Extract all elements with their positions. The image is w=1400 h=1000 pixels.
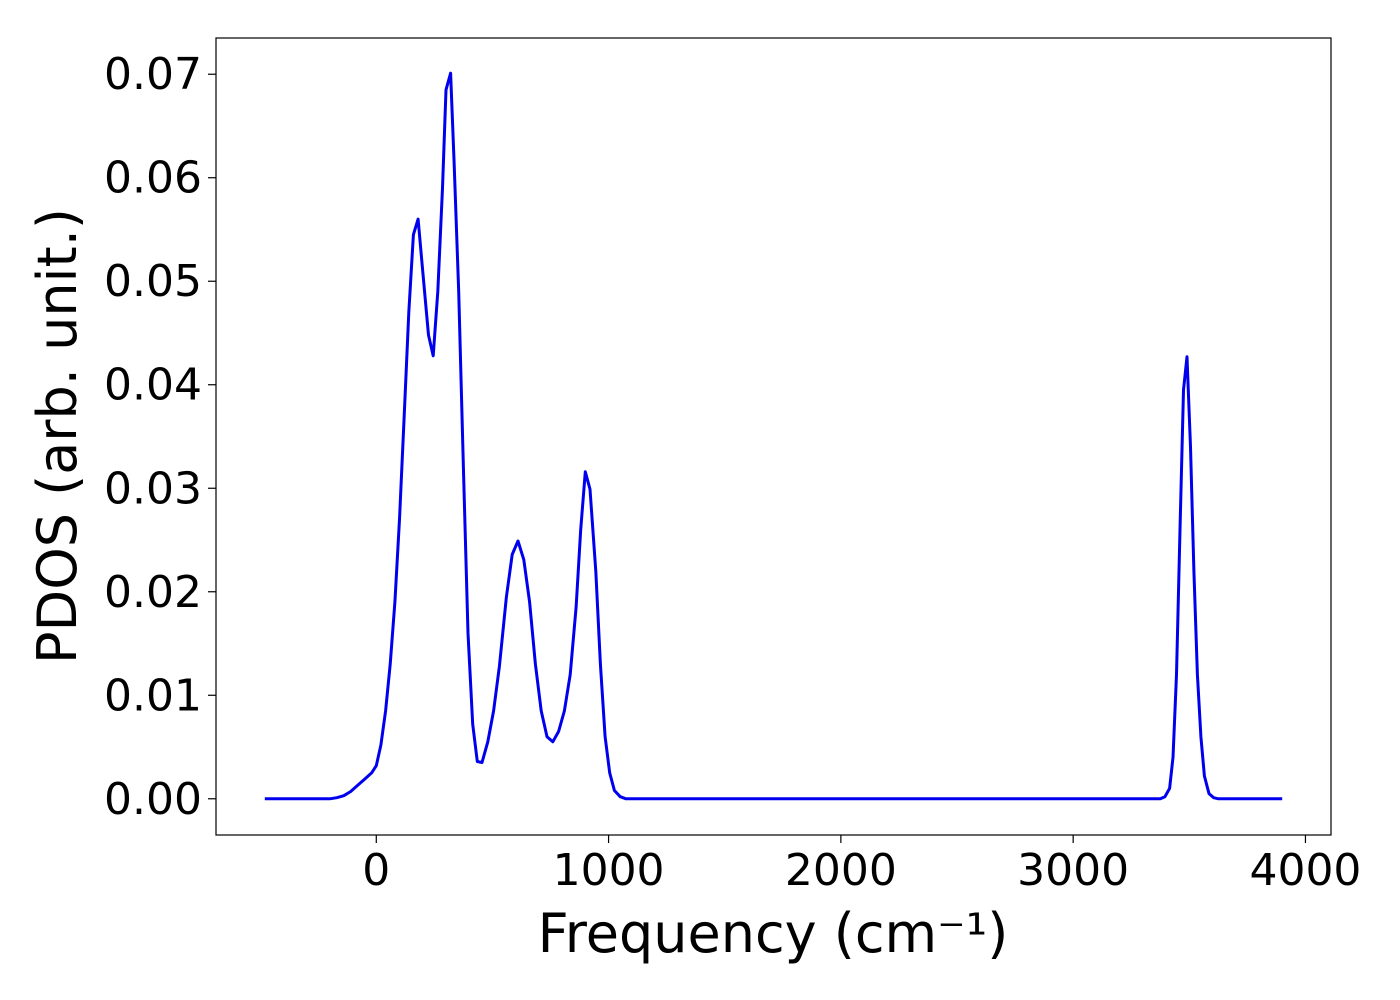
series-line-0 — [264, 71, 1283, 801]
x-axis-label: Frequency (cm⁻¹) — [538, 902, 1009, 965]
x-tick-label: 3000 — [1017, 845, 1129, 896]
y-tick-label: 0.04 — [104, 360, 202, 411]
x-tick-label: 0 — [362, 845, 390, 896]
x-tick-label: 1000 — [553, 845, 665, 896]
plot-data — [264, 71, 1283, 801]
y-tick-label: 0.01 — [104, 670, 202, 721]
x-tick-label: 4000 — [1249, 845, 1361, 896]
y-tick-label: 0.07 — [104, 49, 202, 100]
y-tick-label: 0.06 — [104, 153, 202, 204]
x-axis-ticks: 0 1000 2000 3000 4000 — [362, 835, 1361, 896]
y-tick-label: 0.03 — [104, 463, 202, 514]
y-tick-label: 0.02 — [104, 567, 202, 618]
y-axis-label: PDOS (arb. unit.) — [26, 208, 89, 664]
plot-frame — [215, 37, 1332, 836]
y-axis-ticks: 0.00 0.01 0.02 0.03 0.04 0.05 0.06 0.07 — [104, 49, 216, 825]
y-tick-label: 0.05 — [104, 256, 202, 307]
y-tick-label: 0.00 — [104, 774, 202, 825]
x-tick-label: 2000 — [785, 845, 897, 896]
